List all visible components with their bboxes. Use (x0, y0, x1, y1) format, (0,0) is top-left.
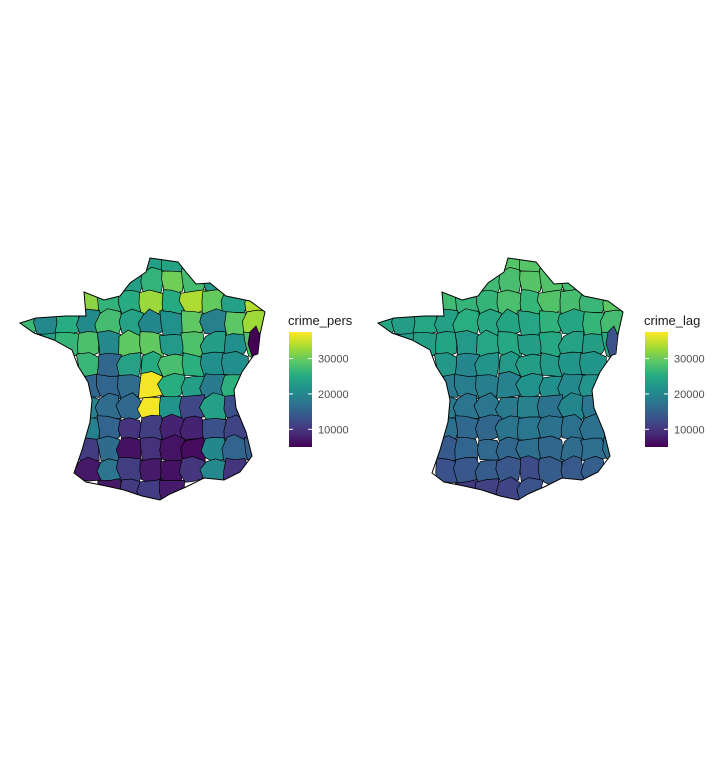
department-region (579, 351, 607, 379)
island-region (605, 325, 619, 357)
colorbar-tick-label: 30000 (674, 354, 705, 366)
legend-title: crime_lag (644, 313, 700, 328)
department-region (580, 455, 606, 482)
map-crime-pers (18, 257, 266, 501)
department-region (136, 478, 163, 500)
department-region (222, 457, 251, 484)
legend-title: crime_pers (288, 313, 353, 328)
department-region (223, 333, 251, 358)
colorbar (289, 332, 312, 447)
department-region (140, 266, 164, 294)
department-region (221, 434, 250, 463)
department-region (474, 352, 500, 378)
department-region (578, 288, 607, 313)
country-outline (376, 257, 624, 501)
department-region (519, 270, 543, 296)
department-region (139, 458, 164, 484)
department-region (161, 270, 185, 296)
colorbar-tick-label: 30000 (318, 354, 349, 366)
island-region (247, 325, 261, 357)
department-region (115, 392, 146, 422)
department-region (454, 415, 480, 444)
department-region (412, 309, 439, 336)
department-region (159, 459, 185, 486)
department-region (54, 309, 81, 336)
colorbar-tick-label: 10000 (674, 424, 705, 436)
country-outline (18, 257, 266, 501)
map-crime-lag (376, 257, 624, 501)
department-region (77, 331, 100, 357)
department-region (411, 331, 439, 357)
department-region (435, 331, 458, 357)
legend-crime-lag: crime_lag 10000 20000 30000 (644, 313, 705, 447)
department-region (221, 351, 249, 379)
department-region (181, 310, 206, 336)
colorbar-ticks: 10000 20000 30000 (645, 354, 705, 436)
colorbar-tick-label: 20000 (674, 389, 705, 401)
department-region (94, 392, 122, 421)
department-region (581, 333, 609, 358)
department-region (116, 352, 142, 378)
department-region (157, 373, 186, 400)
colorbar-tick-label: 10000 (318, 424, 349, 436)
department-region (495, 456, 522, 485)
department-region (516, 477, 544, 500)
colorbar-tick-label: 20000 (318, 389, 349, 401)
colorbar (645, 332, 668, 447)
department-region (498, 266, 522, 294)
department-region (97, 478, 124, 500)
legend-crime-pers: crime_pers 10000 20000 30000 (288, 313, 353, 447)
department-region (557, 392, 585, 420)
department-region (495, 308, 525, 337)
department-region (515, 373, 544, 400)
department-region (138, 371, 164, 399)
department-region (96, 415, 122, 444)
department-region (537, 415, 566, 444)
department-region (137, 308, 167, 337)
department-region (539, 310, 564, 336)
department-region (199, 392, 227, 420)
department-region (117, 417, 143, 443)
department-region (158, 480, 185, 500)
department-region (220, 288, 249, 313)
department-region (76, 417, 101, 442)
department-region (53, 331, 81, 357)
department-region (496, 371, 522, 399)
colorbar-ticks: 10000 20000 30000 (289, 354, 349, 436)
department-region (431, 435, 460, 462)
